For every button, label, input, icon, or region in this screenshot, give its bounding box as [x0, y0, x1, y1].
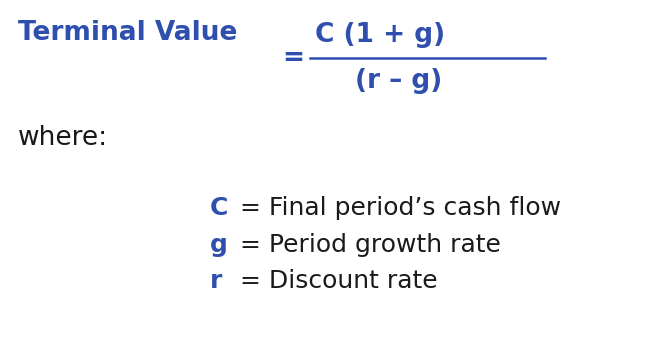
Text: g: g: [210, 233, 228, 257]
Text: = Period growth rate: = Period growth rate: [232, 233, 501, 257]
Text: (r – g): (r – g): [355, 68, 442, 94]
Text: = Discount rate: = Discount rate: [232, 269, 438, 293]
Text: C (1 + g): C (1 + g): [315, 22, 445, 48]
Text: =: =: [282, 45, 304, 71]
Text: = Final period’s cash flow: = Final period’s cash flow: [232, 196, 561, 220]
Text: Terminal Value: Terminal Value: [18, 20, 237, 46]
Text: where:: where:: [18, 125, 108, 151]
Text: C: C: [210, 196, 229, 220]
Text: r: r: [210, 269, 222, 293]
